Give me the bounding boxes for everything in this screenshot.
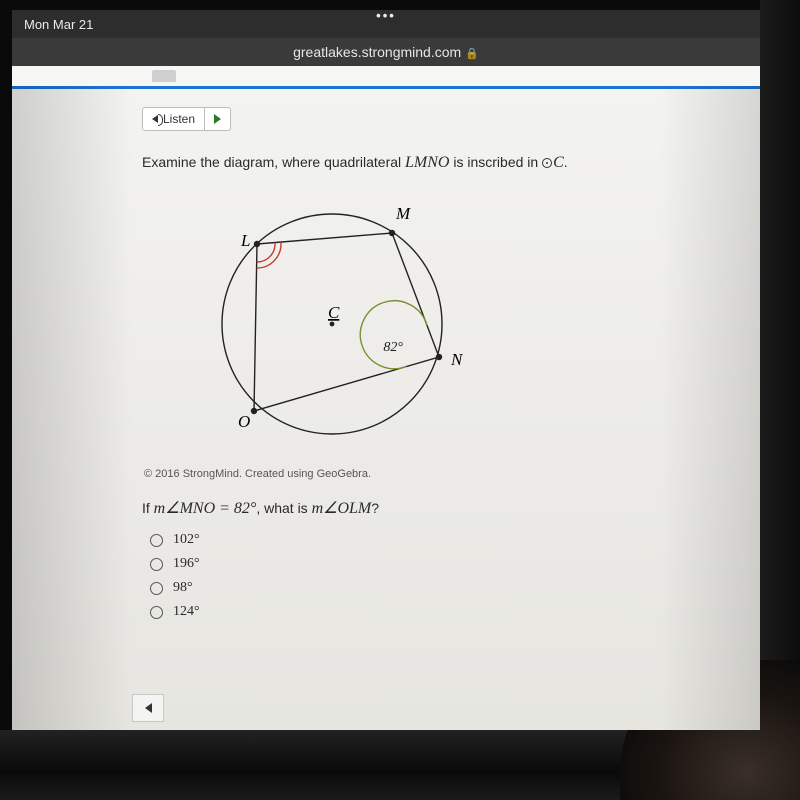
lesson-page: Listen Examine the diagram, where quadri… [12,86,760,730]
circle-symbol-icon [542,158,552,168]
url-text: greatlakes.strongmind.com [293,44,461,60]
radio-icon [150,558,163,571]
svg-text:L: L [240,231,250,250]
geometry-figure: 82° C L M N O [182,189,732,464]
figure-svg: 82° C L M N O [182,189,492,459]
browser-tabstrip [12,66,760,86]
listen-label: Listen [163,112,195,126]
prompt-mid: is inscribed in [453,154,542,170]
radio-icon [150,606,163,619]
answer-option[interactable]: 102° [150,532,732,548]
answer-option[interactable]: 196° [150,556,732,572]
answer-option[interactable]: 98° [150,580,732,596]
q-mid: , what is [256,500,311,516]
svg-text:M: M [395,204,411,223]
svg-text:N: N [450,350,464,369]
statusbar-multitask-dots[interactable]: ••• [376,8,396,23]
figure-credit: © 2016 StrongMind. Created using GeoGebr… [144,468,732,480]
statusbar-date: Mon Mar 21 [24,17,93,32]
radio-icon [150,582,163,595]
radio-icon [150,534,163,547]
prompt-prefix: Examine the diagram, where quadrilateral [142,154,405,170]
q-given-lhs: m∠MNO [154,500,215,517]
answer-options: 102° 196° 98° 124° [142,532,732,620]
q-eq: = [215,500,234,517]
option-label: 98° [173,580,193,596]
option-label: 102° [173,532,200,548]
question-text: If m∠MNO = 82°, what is m∠OLM? [142,498,732,518]
listen-button-group: Listen [142,107,231,131]
speaker-icon [152,115,158,123]
q-given-rhs: 82° [234,500,256,517]
q-prefix: If [142,500,154,516]
q-asked: m∠OLM [312,500,372,517]
listen-button[interactable]: Listen [143,108,204,130]
browser-tab[interactable] [152,70,176,82]
prompt-suffix: . [564,154,568,170]
svg-text:82°: 82° [383,340,403,355]
prev-page-button[interactable] [132,694,164,722]
prompt-text: Examine the diagram, where quadrilateral… [142,151,732,175]
svg-text:O: O [238,412,250,431]
lock-icon: 🔒 [465,48,479,60]
option-label: 124° [173,604,200,620]
q-suffix: ? [371,500,379,516]
answer-option[interactable]: 124° [150,604,732,620]
browser-urlbar[interactable]: greatlakes.strongmind.com 🔒 [12,38,760,66]
ipad-statusbar: Mon Mar 21 ••• [12,10,760,38]
prompt-circle-letter: C [553,154,564,171]
play-icon [214,114,221,124]
option-label: 196° [173,556,200,572]
svg-text:C: C [328,303,340,322]
chevron-left-icon [145,703,152,713]
prompt-quad: LMNO [405,154,449,171]
play-button[interactable] [204,108,230,130]
